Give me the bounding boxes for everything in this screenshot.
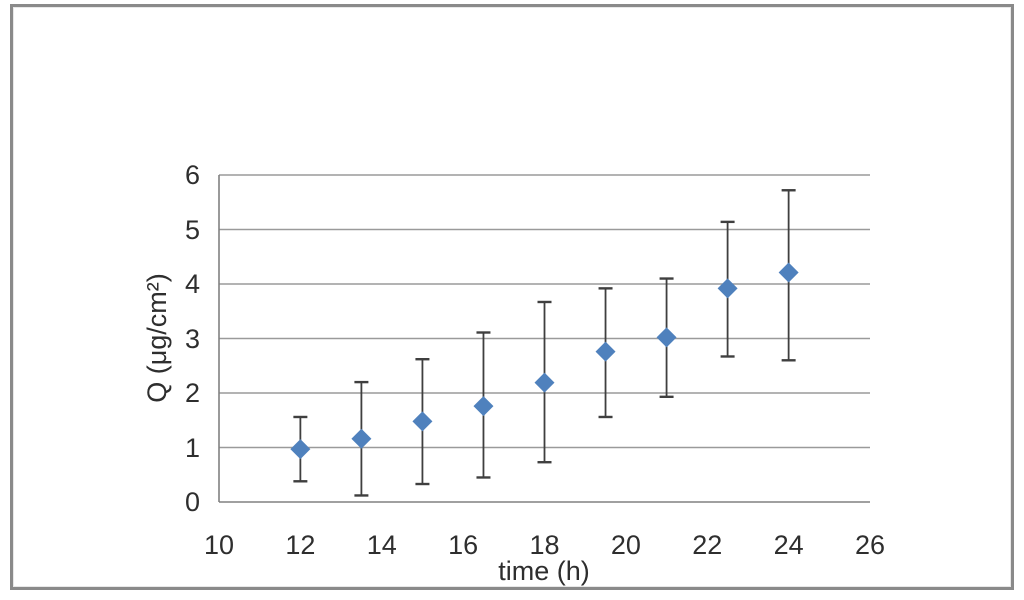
data-point-marker-1 [351, 428, 372, 449]
x-tick-label-26: 26 [854, 530, 886, 560]
data-point-marker-7 [717, 278, 738, 299]
y-tick-label-6: 6 [184, 160, 200, 190]
x-tick-label-22: 22 [692, 530, 723, 560]
data-point-marker-5 [595, 341, 616, 362]
data-point-marker-8 [778, 262, 799, 283]
data-point-marker-6 [656, 327, 677, 348]
chart-frame [10, 4, 1014, 590]
x-tick-label-18: 18 [529, 530, 560, 560]
y-tick-label-2: 2 [184, 378, 200, 408]
x-tick-label-14: 14 [366, 530, 397, 560]
y-axis-title: Q (μg/cm²) [142, 273, 172, 403]
data-point-marker-0 [290, 439, 311, 460]
x-tick-label-10: 10 [203, 530, 235, 560]
x-tick-label-24: 24 [773, 530, 804, 560]
x-tick-label-20: 20 [610, 530, 641, 560]
y-tick-label-4: 4 [184, 269, 200, 299]
y-tick-label-1: 1 [184, 432, 200, 463]
y-tick-label-0: 0 [184, 487, 200, 517]
y-tick-label-3: 3 [184, 323, 200, 354]
x-tick-label-16: 16 [448, 530, 479, 560]
data-point-marker-3 [473, 396, 494, 417]
data-point-marker-4 [534, 372, 555, 393]
x-axis-title: time (h) [498, 556, 590, 586]
data-point-marker-2 [412, 411, 433, 432]
y-tick-label-5: 5 [184, 214, 200, 245]
x-tick-label-12: 12 [285, 530, 316, 560]
